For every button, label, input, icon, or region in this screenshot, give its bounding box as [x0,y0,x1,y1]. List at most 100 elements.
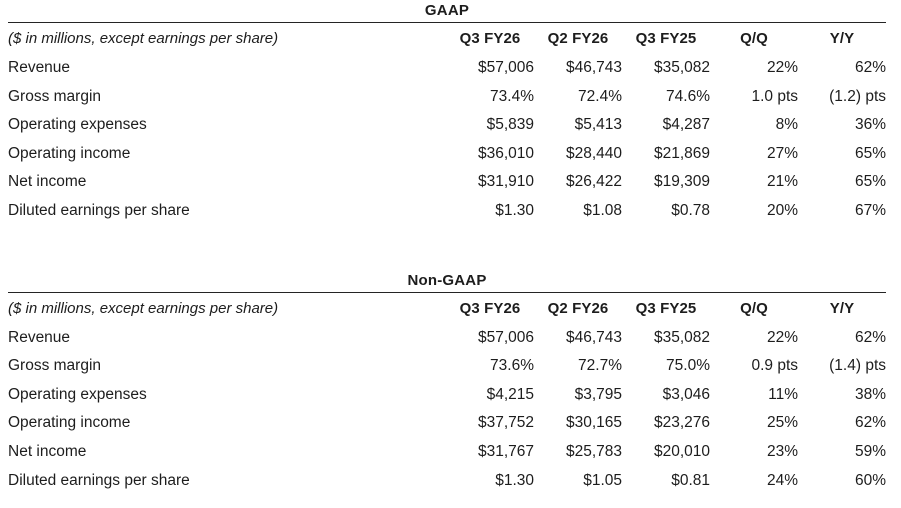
cell-value: $1.30 [495,471,534,489]
cell-value: $1.08 [583,201,622,219]
col-header-q3-fy25: Q3 FY25 [635,30,697,47]
table-row: Diluted earnings per share $1.30 $1.05 $0.8… [8,467,886,496]
gaap-table-body: Revenue $57,006 $46,743 $35,082 22% 62% Gross … [8,54,886,226]
cell-value: $0.81 [671,471,710,489]
cell-value: $31,910 [477,173,534,191]
financial-results-page: GAAP ($ in millions, except earnings per… [8,2,886,496]
col-header-qq: Q/Q [740,30,768,47]
cell-value: $4,287 [662,116,710,134]
row-label: Revenue [8,59,71,76]
col-header-q2-fy26: Q2 FY26 [547,30,609,47]
cell-value: $57,006 [477,328,534,346]
row-label: Diluted earnings per share [8,471,190,489]
cell-value: $20,010 [653,442,710,460]
cell-value: 22% [766,59,798,76]
col-header-q2-fy26: Q2 FY26 [547,299,609,317]
cell-value: (1.4) pts [829,357,886,375]
table-row: Gross margin 73.6% 72.7% 75.0% 0.9 pts (1.4) … [8,352,886,381]
gaap-table: ($ in millions, except earnings per shar… [8,23,886,226]
cell-value: 23% [766,442,798,460]
cell-value: 59% [854,442,886,460]
cell-value: 62% [854,328,886,346]
cell-value: $28,440 [565,144,622,162]
non-gaap-table: ($ in millions, except earnings per shar… [8,293,886,496]
table-row: Revenue $57,006 $46,743 $35,082 22% 62% [8,54,886,83]
row-label: Gross margin [8,87,102,105]
table-row: Operating income $37,752 $30,165 $23,276 25%… [8,409,886,438]
cell-value: 65% [854,173,886,191]
cell-value: $5,839 [486,116,534,134]
table-row: Net income $31,767 $25,783 $20,010 23% 59% [8,438,886,467]
cell-value: 60% [854,471,886,489]
cell-value: $31,767 [477,442,534,460]
section-title-non-gaap: Non-GAAP [8,272,886,293]
cell-value: 74.6% [666,87,710,105]
header-row: ($ in millions, except earnings per shar… [8,23,886,54]
row-label: Revenue [8,328,71,346]
cell-value: $36,010 [477,144,534,162]
cell-value: $5,413 [574,116,622,134]
cell-value: 72.4% [578,87,622,105]
cell-value: 75.0% [666,357,710,375]
header-row: ($ in millions, except earnings per shar… [8,293,886,324]
cell-value: $57,006 [477,59,534,76]
row-label: Net income [8,442,87,460]
row-label: Gross margin [8,357,102,375]
cell-value: $46,743 [565,328,622,346]
cell-value: $35,082 [653,328,710,346]
cell-value: $37,752 [477,414,534,432]
table-row: Revenue $57,006 $46,743 $35,082 22% 62% [8,324,886,353]
cell-value: 8% [775,116,798,134]
cell-value: 21% [766,173,798,191]
row-label: Operating expenses [8,385,147,403]
col-header-qq: Q/Q [740,299,768,317]
cell-value: 65% [854,144,886,162]
cell-value: 20% [766,201,798,219]
cell-value: $46,743 [565,59,622,76]
cell-value: $0.78 [671,201,710,219]
non-gaap-section: Non-GAAP ($ in millions, except earnings… [8,272,886,496]
cell-value: $3,046 [662,385,710,403]
non-gaap-table-body: Revenue $57,006 $46,743 $35,082 22% 62% Gross … [8,324,886,496]
col-header-q3-fy25: Q3 FY25 [635,299,697,317]
row-label: Diluted earnings per share [8,201,190,219]
cell-value: 38% [854,385,886,403]
units-note: ($ in millions, except earnings per shar… [8,30,279,47]
cell-value: 36% [854,116,886,134]
cell-value: 62% [854,414,886,432]
cell-value: $26,422 [565,173,622,191]
cell-value: $23,276 [653,414,710,432]
table-row: Operating income $36,010 $28,440 $21,869 27%… [8,140,886,169]
col-header-q3-fy26: Q3 FY26 [459,299,521,317]
cell-value: 22% [766,328,798,346]
cell-value: $25,783 [565,442,622,460]
row-label: Operating expenses [8,116,147,134]
cell-value: $1.30 [495,201,534,219]
cell-value: $4,215 [486,385,534,403]
cell-value: 73.6% [490,357,534,375]
cell-value: 72.7% [578,357,622,375]
col-header-q3-fy26: Q3 FY26 [459,30,521,47]
cell-value: $3,795 [574,385,622,403]
cell-value: 25% [766,414,798,432]
row-label: Operating income [8,144,131,162]
cell-value: $35,082 [653,59,710,76]
table-row: Diluted earnings per share $1.30 $1.08 $0.7… [8,197,886,226]
table-row: Gross margin 73.4% 72.4% 74.6% 1.0 pts (1.2) … [8,83,886,112]
cell-value: 1.0 pts [751,87,798,105]
gaap-section: GAAP ($ in millions, except earnings per… [8,2,886,226]
table-row: Operating expenses $5,839 $5,413 $4,287 8% 36… [8,111,886,140]
cell-value: 62% [854,59,886,76]
cell-value: $30,165 [565,414,622,432]
row-label: Net income [8,173,87,191]
cell-value: 67% [854,201,886,219]
cell-value: 27% [766,144,798,162]
units-note: ($ in millions, except earnings per shar… [8,299,279,317]
cell-value: 73.4% [490,87,534,105]
cell-value: $19,309 [653,173,710,191]
cell-value: 0.9 pts [751,357,798,375]
cell-value: (1.2) pts [829,87,886,105]
cell-value: 24% [766,471,798,489]
section-title-gaap: GAAP [8,2,886,23]
cell-value: 11% [768,385,798,403]
